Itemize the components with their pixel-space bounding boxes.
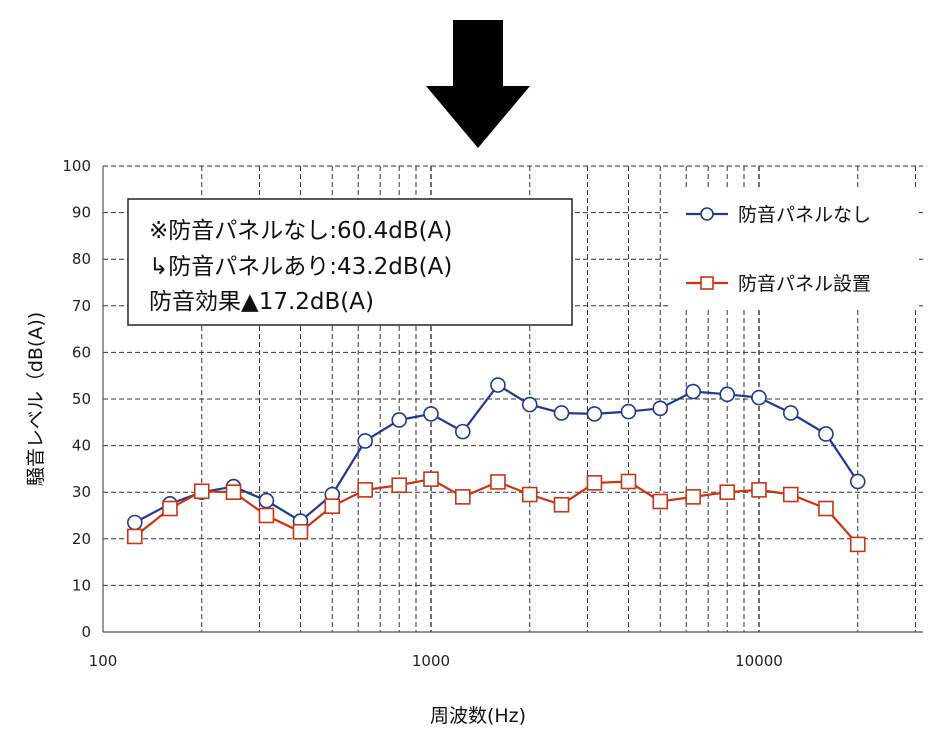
- data-point: [490, 474, 506, 490]
- data-point: [751, 482, 767, 498]
- data-point: [620, 473, 637, 490]
- data-point: [225, 484, 242, 501]
- y-tick-label: 60: [72, 343, 91, 361]
- y-tick-label: 0: [81, 623, 91, 641]
- data-point: [454, 489, 471, 505]
- down-arrow-icon: [426, 20, 530, 148]
- data-point: [685, 383, 701, 400]
- legend: 防音パネルなし 防音パネル設置: [668, 190, 918, 310]
- y-axis-title: 騒音レベル（dB(A)): [25, 312, 47, 486]
- y-tick-label: 10: [72, 576, 91, 594]
- legend-marker: [700, 276, 714, 290]
- data-point: [849, 473, 866, 490]
- series-line-1: [134, 383, 859, 524]
- data-point: [258, 507, 275, 524]
- data-point: [292, 524, 309, 540]
- data-point: [357, 433, 373, 449]
- legend-marker: [700, 207, 714, 221]
- data-point: [719, 484, 736, 501]
- data-point: [521, 486, 538, 503]
- y-tick-labels: 0 10 20 30 40 50 60 70 80 90 100: [62, 157, 91, 641]
- y-tick-label: 30: [72, 483, 91, 501]
- x-tick-labels: 100 1000 10000: [89, 652, 783, 670]
- data-point: [782, 405, 799, 421]
- data-point: [162, 500, 178, 517]
- data-point: [849, 536, 866, 553]
- y-tick-label: 20: [72, 530, 91, 548]
- legend-label-series-2: 防音パネル設置: [738, 273, 871, 295]
- data-point: [391, 477, 408, 494]
- data-point: [553, 405, 570, 421]
- data-point: [818, 500, 834, 517]
- grid: [103, 165, 923, 632]
- x-axis-title: 周波数(Hz): [430, 705, 526, 727]
- data-point: [357, 482, 373, 498]
- data-point: [553, 496, 570, 513]
- data-point: [454, 423, 471, 440]
- y-tick-label: 90: [72, 204, 91, 222]
- data-point: [521, 396, 538, 413]
- data-point: [586, 475, 603, 491]
- data-point: [423, 406, 439, 422]
- data-point: [620, 403, 637, 420]
- data-point: [751, 389, 767, 406]
- y-tick-label: 70: [72, 297, 91, 315]
- legend-label-series-1: 防音パネルなし: [738, 204, 871, 226]
- data-point: [126, 514, 143, 531]
- x-tick-label: 1000: [412, 652, 450, 670]
- data-point: [423, 471, 439, 487]
- data-point: [685, 489, 701, 505]
- x-tick-label: 10000: [735, 652, 783, 670]
- data-point: [258, 492, 275, 509]
- y-tick-label: 80: [72, 250, 91, 268]
- series: [126, 377, 866, 553]
- annotation-line-2: ↳防音パネルあり:43.2dB(A): [149, 254, 452, 280]
- data-point: [652, 493, 669, 510]
- data-point: [818, 426, 834, 442]
- data-point: [652, 400, 669, 417]
- data-point: [719, 386, 736, 403]
- data-point: [586, 406, 603, 422]
- y-tick-label: 100: [62, 157, 91, 175]
- data-point: [782, 486, 799, 503]
- data-point: [126, 528, 143, 545]
- data-point: [391, 412, 408, 428]
- data-point: [324, 498, 341, 514]
- y-tick-label: 50: [72, 390, 91, 408]
- x-tick-label: 100: [89, 652, 118, 670]
- y-tick-label: 40: [72, 437, 91, 455]
- annotation-box: ※防音パネルなし:60.4dB(A) ↳防音パネルあり:43.2dB(A) 防音…: [127, 198, 573, 326]
- data-point: [193, 483, 210, 500]
- annotation-line-3: 防音効果▲17.2dB(A): [149, 289, 374, 315]
- data-point: [490, 377, 506, 393]
- annotation-line-1: ※防音パネルなし:60.4dB(A): [149, 218, 452, 244]
